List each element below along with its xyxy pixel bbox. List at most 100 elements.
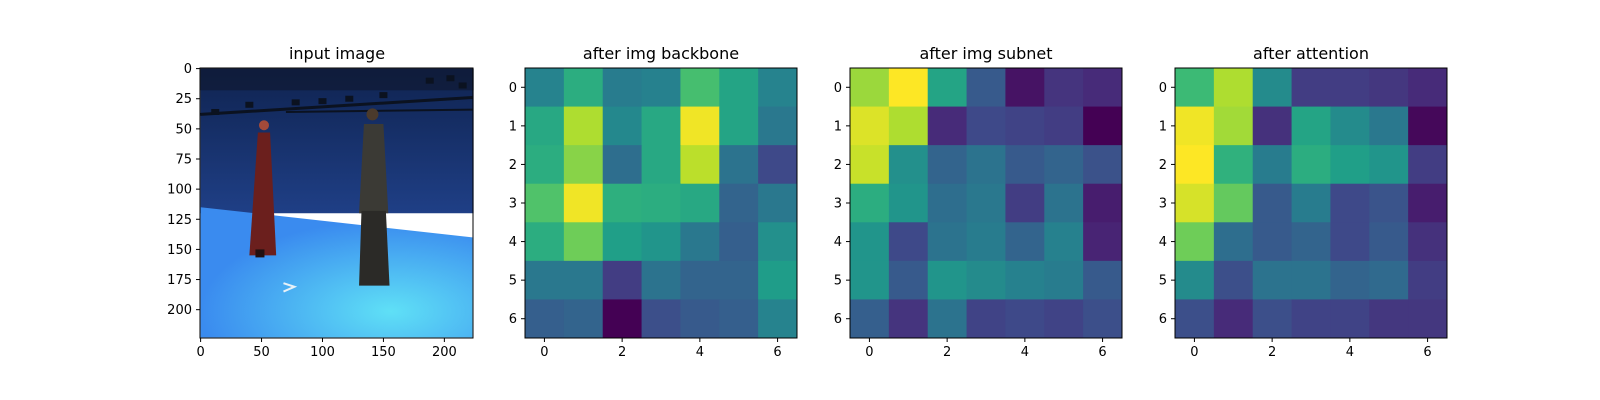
heatmap-cell	[1408, 106, 1448, 146]
heatmap-cell	[966, 222, 1006, 262]
camera	[379, 92, 388, 99]
camera	[245, 101, 254, 108]
heatmap-cell	[1213, 260, 1254, 300]
y-tick-label: 1	[1159, 119, 1167, 134]
heatmap-cell	[758, 106, 798, 146]
heatmap-cell	[1005, 68, 1045, 108]
input-image	[200, 68, 474, 338]
heatmap-cell	[1005, 260, 1045, 300]
heatmap-cell	[966, 260, 1006, 300]
heatmap-cell	[758, 222, 798, 262]
heatmap-cell	[1044, 145, 1084, 185]
x-tick-label: 0	[540, 345, 548, 360]
y-tick-label: 3	[1159, 197, 1167, 212]
heatmap-cell	[680, 260, 720, 300]
heatmap-cell	[1213, 106, 1254, 146]
heatmap-cell	[850, 299, 890, 339]
heatmap-cell	[1044, 106, 1084, 146]
heatmap-cell	[1330, 299, 1370, 339]
heatmap-cell	[927, 299, 968, 339]
heatmap-cell	[525, 299, 565, 339]
heatmap-cell	[641, 299, 681, 339]
heatmap-cell	[563, 299, 604, 339]
panel-title: after img backbone	[583, 44, 739, 63]
heatmap-cell	[1330, 145, 1370, 185]
heatmap-cell	[1330, 260, 1370, 300]
heatmap-cell	[602, 299, 643, 339]
heatmap-cell	[1369, 68, 1409, 108]
x-tick-label: 100	[310, 345, 335, 360]
x-tick-label: 4	[1021, 345, 1029, 360]
y-tick-label: 1	[834, 119, 842, 134]
heatmap-cell	[927, 222, 968, 262]
heatmap-cell	[719, 145, 759, 185]
heatmap-cell	[758, 145, 798, 185]
camera-rig	[285, 108, 473, 113]
heatmap-cell	[641, 145, 681, 185]
heatmap-cell	[1330, 183, 1370, 223]
y-tick-label: 4	[1159, 235, 1167, 250]
y-tick-label: 5	[1159, 274, 1167, 289]
heatmap-cell	[602, 260, 643, 300]
heatmap-cell	[719, 260, 759, 300]
heatmap-cell	[563, 68, 604, 108]
heatmap-cell	[525, 145, 565, 185]
heatmap-cell	[966, 68, 1006, 108]
y-tick-label: 3	[834, 197, 842, 212]
heatmap-cell	[1005, 183, 1045, 223]
y-tick-label: 2	[834, 158, 842, 173]
y-tick-label: 6	[834, 312, 842, 327]
panel-after-img-backbone: after img backbone 0 2 4 6 0 1 2 3 4 5 6	[509, 44, 798, 360]
y-tick-label: 5	[509, 274, 517, 289]
y-tick-label: 4	[834, 235, 842, 250]
y-tick-label: 5	[834, 274, 842, 289]
heatmap-cell	[525, 260, 565, 300]
panel-after-img-subnet: after img subnet 0 2 4 6 0 1 2 3 4 5 6	[834, 44, 1123, 360]
axis-ticks: 0 2 4 6 0 1 2 3 4 5 6	[509, 81, 782, 360]
heatmap-cell	[888, 260, 929, 300]
x-tick-label: 200	[432, 345, 457, 360]
heatmap-cell	[525, 183, 565, 223]
heatmap-cell	[850, 68, 890, 108]
heatmap-cell	[563, 145, 604, 185]
heatmap-cell	[680, 222, 720, 262]
heatmap-cell	[1330, 106, 1370, 146]
axis-ticks: 0 2 4 6 0 1 2 3 4 5 6	[834, 81, 1107, 360]
heatmap-cell	[1252, 145, 1293, 185]
y-tick-label: 25	[175, 92, 192, 107]
x-tick-label: 0	[865, 345, 873, 360]
heatmap-cell	[888, 106, 929, 146]
heatmap-cell	[1291, 106, 1331, 146]
heatmap-cell	[888, 145, 929, 185]
heatmap-cell	[888, 222, 929, 262]
x-tick-label: 2	[943, 345, 951, 360]
heatmap-cell	[850, 106, 890, 146]
heatmap-cell	[1252, 183, 1293, 223]
heatmap-cell	[602, 106, 643, 146]
heatmap-cell	[641, 222, 681, 262]
heatmap-cell	[1083, 222, 1123, 262]
heatmap-cell	[1044, 183, 1084, 223]
heatmap-cell	[966, 299, 1006, 339]
heatmap-cell	[1213, 222, 1254, 262]
heatmap-cell	[1291, 222, 1331, 262]
camera	[291, 99, 300, 106]
x-tick-label: 6	[1098, 345, 1106, 360]
camera	[211, 108, 220, 115]
heatmap-cell	[850, 222, 890, 262]
heatmap-cell	[641, 106, 681, 146]
heatmap-cell	[1291, 145, 1331, 185]
heatmap-cell	[1175, 183, 1215, 223]
axis-ticks: 0 50 100 150 200 0 25 50 75 100 125 150 175 200	[167, 62, 457, 360]
heatmap-cell	[1005, 145, 1045, 185]
heatmap-cell	[641, 260, 681, 300]
heatmap-cell	[1005, 106, 1045, 146]
heatmap-cell	[888, 68, 929, 108]
y-tick-label: 50	[175, 122, 192, 137]
x-tick-label: 0	[1190, 345, 1198, 360]
heatmap-cell	[758, 299, 798, 339]
y-tick-label: 175	[167, 273, 192, 288]
heatmap-cell	[1408, 260, 1448, 300]
x-tick-label: 2	[618, 345, 626, 360]
